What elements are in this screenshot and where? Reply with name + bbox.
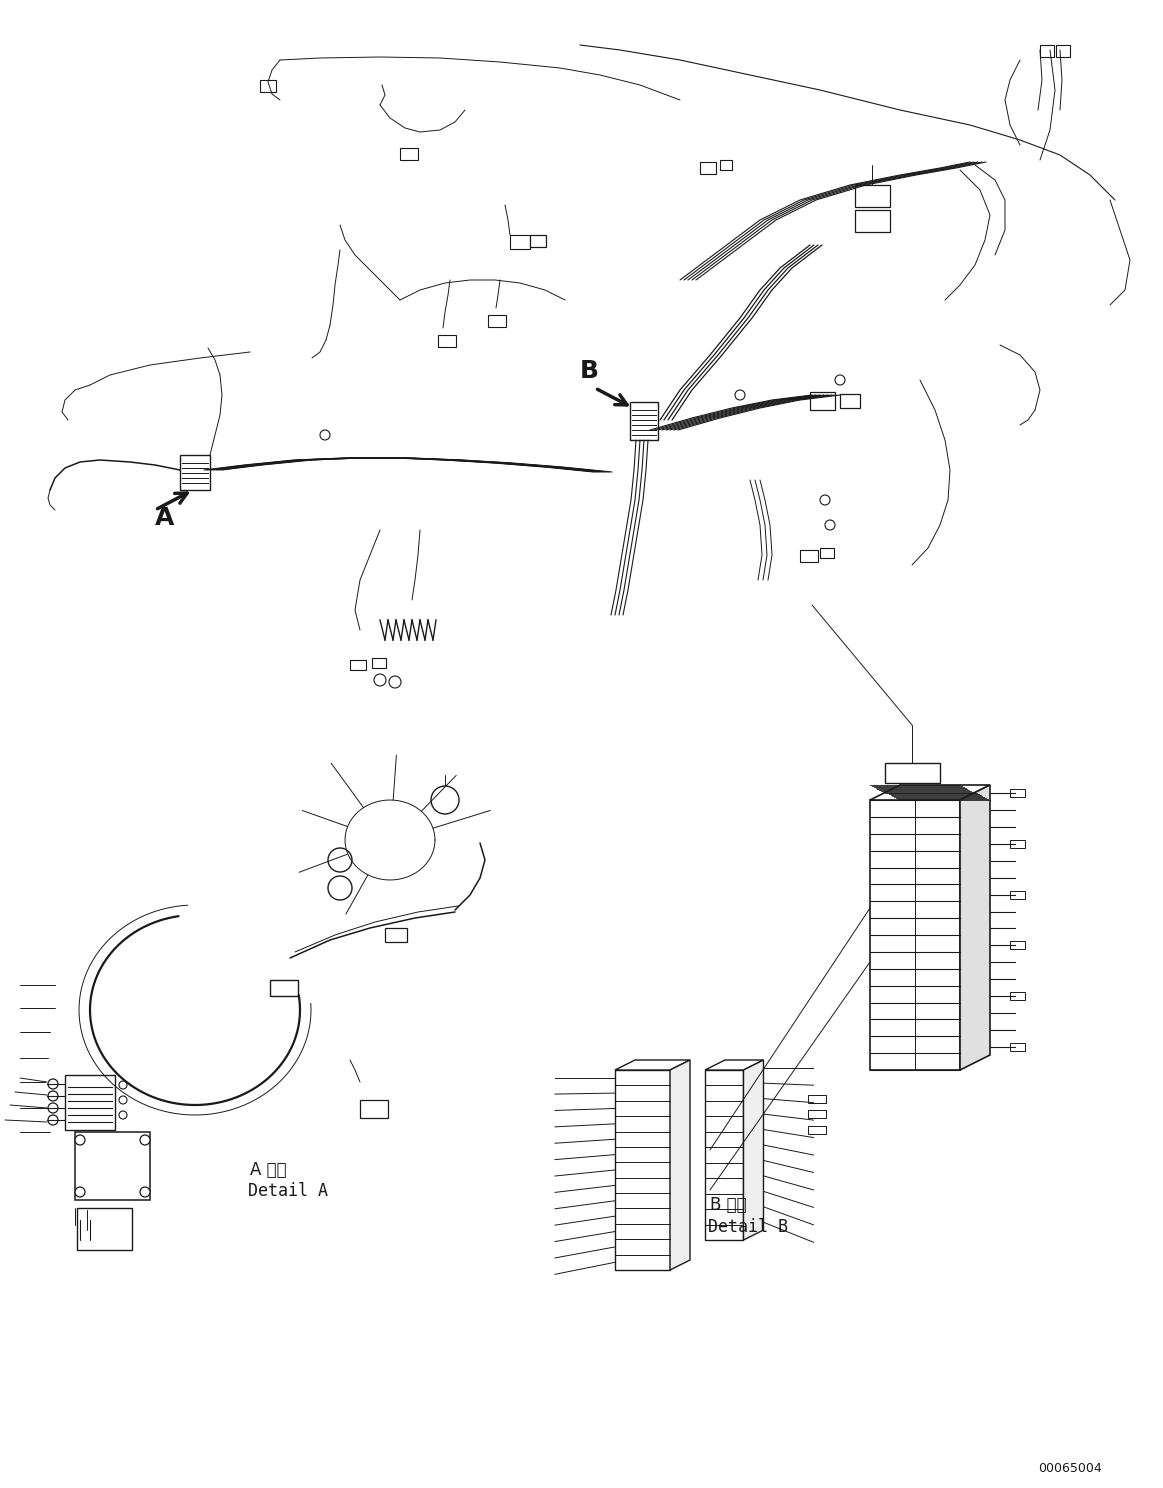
Bar (700, 162, 716, 174)
Polygon shape (705, 1059, 763, 1070)
Bar (180, 455, 211, 490)
Circle shape (140, 1135, 150, 1144)
Bar (630, 402, 658, 440)
Bar (1009, 891, 1025, 899)
Bar (74, 1132, 150, 1199)
Text: Detail A: Detail A (248, 1181, 328, 1199)
Bar (800, 551, 818, 562)
Circle shape (820, 496, 830, 504)
Circle shape (140, 1187, 150, 1196)
Bar (361, 1100, 388, 1117)
Circle shape (48, 1115, 58, 1125)
Circle shape (74, 1135, 85, 1144)
Polygon shape (870, 786, 990, 801)
Circle shape (825, 519, 835, 530)
Text: 00065004: 00065004 (1039, 1463, 1101, 1475)
Bar (840, 394, 859, 408)
Bar (488, 315, 506, 327)
Circle shape (388, 676, 401, 687)
Bar (808, 1110, 827, 1117)
Bar (855, 185, 890, 207)
Bar (1009, 942, 1025, 949)
Bar (511, 235, 530, 248)
Bar (855, 210, 890, 232)
Bar (1009, 992, 1025, 1000)
Text: A 詳細: A 詳細 (250, 1161, 286, 1178)
Bar (808, 1095, 827, 1103)
Bar (385, 929, 407, 942)
Bar (885, 763, 940, 783)
Bar (372, 658, 386, 668)
Bar (350, 661, 366, 670)
Circle shape (119, 1097, 127, 1104)
Bar (808, 1125, 827, 1134)
Polygon shape (615, 1059, 690, 1070)
Circle shape (48, 1079, 58, 1089)
Polygon shape (615, 1070, 670, 1269)
Circle shape (735, 390, 745, 400)
Bar (1009, 841, 1025, 848)
Polygon shape (959, 786, 990, 1070)
Text: B: B (580, 359, 599, 382)
Circle shape (74, 1187, 85, 1196)
Bar (270, 981, 298, 995)
Text: A: A (155, 506, 174, 530)
Circle shape (374, 674, 386, 686)
Polygon shape (705, 1070, 743, 1240)
Bar (720, 161, 732, 170)
Circle shape (835, 375, 846, 385)
Bar (1009, 1043, 1025, 1051)
Polygon shape (743, 1059, 763, 1240)
Bar (261, 80, 276, 92)
Bar (77, 1208, 131, 1250)
Circle shape (119, 1112, 127, 1119)
Circle shape (48, 1091, 58, 1101)
Bar (400, 147, 418, 161)
Bar (1040, 45, 1054, 57)
Text: Detail B: Detail B (708, 1219, 789, 1237)
Bar (1009, 790, 1025, 798)
Bar (1056, 45, 1070, 57)
Bar (809, 391, 835, 411)
Polygon shape (670, 1059, 690, 1269)
Circle shape (48, 1103, 58, 1113)
Bar (820, 548, 834, 558)
Circle shape (119, 1080, 127, 1089)
Circle shape (431, 786, 459, 814)
Circle shape (328, 876, 352, 900)
Bar (65, 1074, 115, 1129)
Circle shape (328, 848, 352, 872)
Text: B 詳細: B 詳細 (709, 1196, 747, 1214)
Polygon shape (870, 801, 959, 1070)
Bar (438, 335, 456, 347)
Circle shape (320, 430, 330, 440)
Bar (530, 235, 545, 247)
